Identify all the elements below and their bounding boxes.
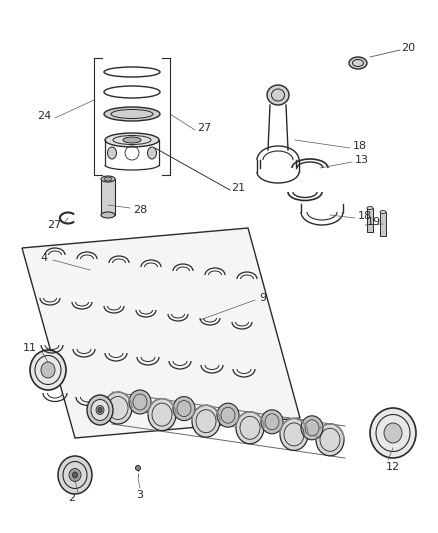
Ellipse shape [104, 107, 160, 121]
Ellipse shape [101, 212, 115, 218]
Ellipse shape [316, 424, 344, 456]
Text: 18: 18 [358, 211, 372, 221]
Text: 20: 20 [401, 43, 415, 53]
Text: 13: 13 [355, 155, 369, 165]
Text: 18: 18 [353, 141, 367, 151]
Ellipse shape [267, 85, 289, 105]
Ellipse shape [129, 390, 151, 414]
Text: 27: 27 [47, 220, 61, 230]
Text: 12: 12 [386, 462, 400, 472]
Text: 9: 9 [259, 293, 267, 303]
Ellipse shape [30, 350, 66, 390]
Polygon shape [22, 228, 300, 438]
Ellipse shape [87, 395, 113, 425]
Text: 2: 2 [68, 493, 76, 503]
Text: 11: 11 [23, 343, 37, 353]
Ellipse shape [280, 418, 308, 450]
Ellipse shape [301, 416, 323, 440]
Ellipse shape [217, 403, 239, 427]
Ellipse shape [101, 176, 115, 182]
Text: 1: 1 [241, 428, 248, 438]
Ellipse shape [261, 410, 283, 434]
Ellipse shape [105, 133, 159, 147]
Ellipse shape [69, 469, 81, 481]
Ellipse shape [380, 211, 386, 214]
Polygon shape [101, 179, 115, 215]
Text: 28: 28 [133, 205, 147, 215]
Ellipse shape [91, 400, 109, 421]
Ellipse shape [104, 177, 112, 181]
Ellipse shape [370, 408, 416, 458]
Ellipse shape [349, 57, 367, 69]
Text: 24: 24 [37, 111, 51, 121]
Ellipse shape [173, 397, 195, 421]
Ellipse shape [58, 456, 92, 494]
Polygon shape [380, 212, 386, 236]
Text: 27: 27 [197, 123, 211, 133]
Ellipse shape [96, 406, 104, 415]
Ellipse shape [104, 392, 132, 424]
Ellipse shape [73, 472, 78, 478]
Ellipse shape [192, 405, 220, 437]
Ellipse shape [148, 147, 156, 159]
Polygon shape [367, 208, 373, 232]
Ellipse shape [123, 137, 141, 143]
Text: 19: 19 [367, 217, 381, 227]
Ellipse shape [98, 408, 102, 413]
Ellipse shape [384, 423, 402, 443]
Ellipse shape [367, 206, 373, 209]
Ellipse shape [148, 399, 176, 431]
Text: 4: 4 [40, 253, 48, 263]
Ellipse shape [236, 412, 264, 444]
Ellipse shape [41, 362, 55, 378]
Text: 21: 21 [231, 183, 245, 193]
Ellipse shape [135, 465, 141, 471]
Ellipse shape [107, 147, 117, 159]
Text: 3: 3 [137, 490, 144, 500]
